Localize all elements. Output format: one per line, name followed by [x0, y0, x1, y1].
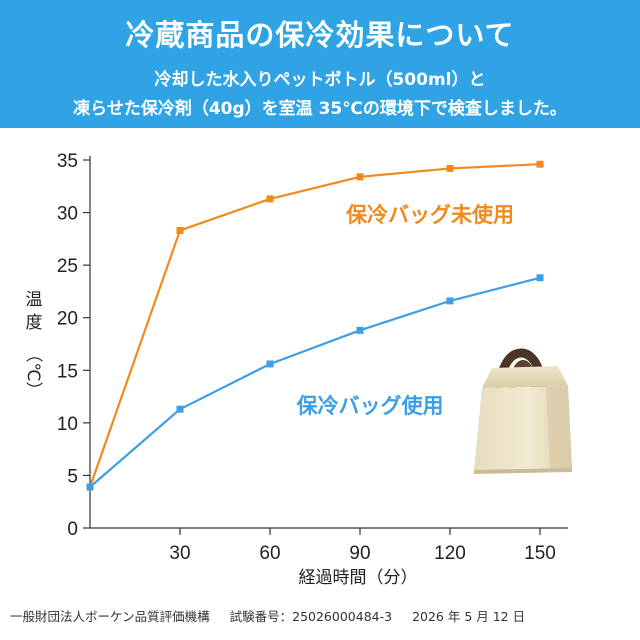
y-tick-label: 30	[57, 204, 78, 225]
test-footnote: 一般財団法人ボーケン品質評価機構 試験番号：25026000484-3 2026…	[10, 606, 630, 625]
series-line-1	[88, 163, 541, 488]
x-tick-label: 120	[434, 543, 466, 564]
series-label-2: 保冷バッグ使用	[296, 394, 444, 418]
y-axis-title-char-1: 温	[26, 290, 43, 310]
x-tick-label: 150	[524, 543, 556, 564]
data-point-marker	[176, 226, 184, 234]
y-tick-label: 5	[67, 466, 78, 487]
header-banner: 冷蔵商品の保冷効果について 冷却した水入りペットボトル（500ml）と 凍らせた…	[0, 0, 640, 128]
x-tick-label: 30	[169, 543, 190, 564]
y-tick-label: 20	[57, 309, 78, 330]
data-point-marker	[266, 360, 274, 368]
x-tick-label: 60	[259, 543, 280, 564]
x-axis-title: 経過時間（分）	[299, 568, 418, 588]
data-point-marker	[266, 195, 274, 203]
y-tick-label: 10	[57, 414, 78, 435]
x-tick-label: 90	[349, 543, 370, 564]
test-number: 試験番号：25026000484-3	[229, 609, 393, 624]
y-axis-title-unit: （℃）	[23, 345, 43, 398]
chart-axes	[89, 156, 568, 529]
y-tick-label: 0	[67, 519, 78, 540]
subtitle-line-2: 凍らせた保冷剤（40g）を室温 35℃の環境下で検査しました。	[73, 99, 567, 119]
y-tick-label: 35	[57, 151, 78, 172]
organization-name: 一般財団法人ボーケン品質評価機構	[10, 609, 210, 624]
data-point-marker	[446, 297, 454, 305]
y-axis-ticks: 0 5 10 15 20 25 30 35	[57, 151, 90, 540]
data-point-marker	[536, 160, 544, 168]
series-label-1: 保冷バッグ未使用	[345, 203, 514, 227]
series-line-2	[89, 276, 541, 488]
series-lines	[86, 160, 544, 491]
data-point-marker	[536, 274, 544, 282]
page-title: 冷蔵商品の保冷効果について	[125, 18, 515, 52]
data-point-marker	[86, 483, 94, 491]
axis-titles: 経過時間（分） 温度 （℃）	[23, 290, 418, 588]
insulated-bag-icon	[474, 348, 572, 474]
y-tick-label: 15	[57, 361, 78, 382]
data-point-marker	[356, 173, 364, 181]
subtitle-line-1: 冷却した水入りペットボトル（500ml）と	[154, 70, 486, 90]
test-date: 2026 年 5 月 12 日	[412, 609, 526, 624]
data-point-marker	[446, 164, 454, 172]
x-axis-ticks: 30 60 90 120 150	[169, 528, 556, 564]
y-axis-title-char-2: 度	[26, 313, 43, 333]
data-point-marker	[356, 326, 364, 334]
y-tick-label: 25	[57, 256, 78, 277]
data-point-marker	[176, 405, 184, 413]
